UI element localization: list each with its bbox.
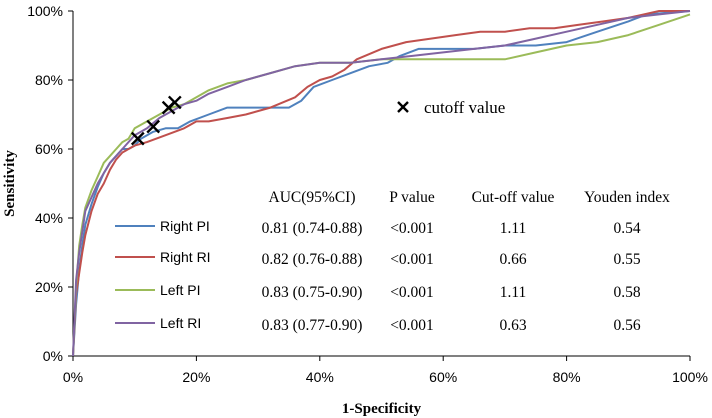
series-line-left-pi (72, 13, 691, 357)
x-axis-title: 1-Specificity (342, 401, 422, 417)
series-line-left-ri (72, 10, 691, 357)
y-tick-label: 100% (27, 3, 63, 19)
table-cell: 0.83 (0.75-0.90) (262, 284, 363, 301)
table-cell: <0.001 (390, 317, 434, 334)
cutoff-marker (167, 95, 182, 110)
x-tick-label: 100% (672, 369, 708, 385)
series-lines (72, 10, 691, 357)
x-tick-label: 60% (429, 369, 457, 385)
axes (68, 10, 691, 361)
legend-label: Right PI (160, 218, 210, 234)
table-cell: 1.11 (500, 284, 527, 301)
cutoff-marker (130, 131, 145, 146)
table-cell: 0.81 (0.74-0.88) (262, 220, 363, 237)
table-cell: 0.56 (613, 317, 640, 334)
y-tick-label: 40% (35, 210, 63, 226)
table-cell: 0.82 (0.76-0.88) (262, 251, 363, 268)
x-tick-label: 40% (306, 369, 334, 385)
table-cell: 0.54 (613, 220, 640, 237)
x-tick-label: 20% (182, 369, 210, 385)
legend-label: Right RI (160, 249, 211, 265)
cutoff-marker (146, 119, 161, 134)
y-tick-label: 80% (35, 72, 63, 88)
series-line-right-ri (72, 10, 690, 357)
table-cell: 1.11 (500, 220, 527, 237)
legend-label: Left RI (160, 315, 201, 331)
table-cell: 0.63 (499, 317, 526, 334)
table-header: Youden index (584, 189, 670, 206)
x-tick-label: 80% (553, 369, 581, 385)
table-cell: 0.66 (499, 251, 526, 268)
table-header: Cut-off value (472, 189, 555, 206)
y-tick-label: 0% (43, 348, 63, 364)
y-tick-labels: 0% 20% 40% 60% 80% 100% (27, 3, 63, 364)
table-cell: <0.001 (390, 220, 434, 237)
series-line-right-pi (72, 10, 691, 357)
table-cell: <0.001 (390, 284, 434, 301)
x-tick-labels: 0% 20% 40% 60% 80% 100% (63, 369, 708, 385)
stats-table: AUC(95%CI) P value Cut-off value Youden ind… (115, 189, 670, 334)
table-cell: 0.83 (0.77-0.90) (262, 317, 363, 334)
cutoff-legend: cutoff value (397, 98, 505, 117)
table-header: P value (389, 189, 435, 206)
y-tick-label: 20% (35, 279, 63, 295)
legend-label: Left PI (160, 282, 200, 298)
table-header: AUC(95%CI) (269, 189, 356, 206)
cutoff-markers (130, 95, 182, 146)
table-cell: <0.001 (390, 251, 434, 268)
table-cell: 0.58 (613, 284, 640, 301)
cutoff-legend-label: cutoff value (424, 98, 505, 117)
cutoff-legend-marker (397, 101, 409, 113)
y-tick-label: 60% (35, 141, 63, 157)
y-axis-title: Sensitivity (2, 150, 18, 217)
x-tick-label: 0% (63, 369, 83, 385)
table-cell: 0.55 (613, 251, 640, 268)
cutoff-legend-x-icon (397, 101, 409, 113)
